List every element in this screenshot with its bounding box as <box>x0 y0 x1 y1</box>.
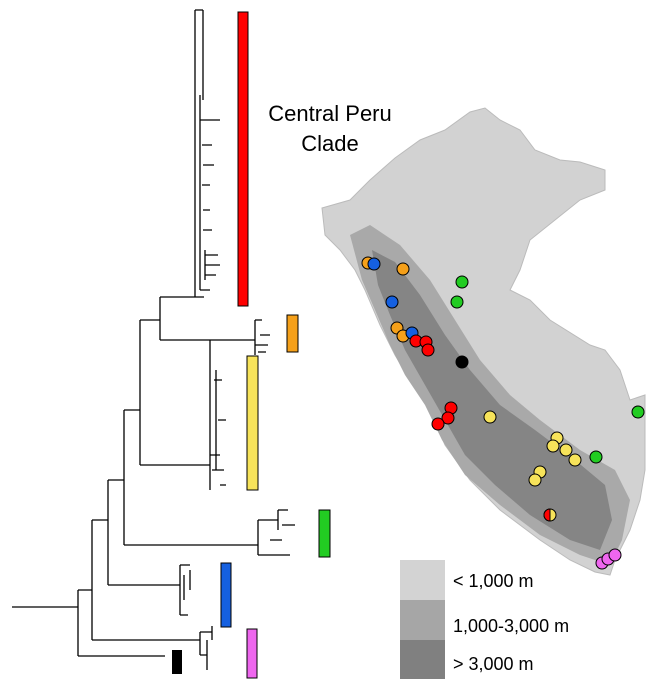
sample-point <box>609 549 621 561</box>
sample-point <box>590 451 602 463</box>
clade-bar <box>247 629 257 678</box>
sample-point <box>397 263 409 275</box>
sample-point <box>432 418 444 430</box>
sample-point <box>456 356 468 368</box>
legend-label: < 1,000 m <box>453 571 534 591</box>
sample-point <box>484 411 496 423</box>
sample-point <box>569 454 581 466</box>
sample-point <box>422 344 434 356</box>
legend-swatch <box>400 640 445 679</box>
page: Central Peru Clade < 1,000 m 1,000-3,000… <box>0 0 647 679</box>
sample-point <box>560 444 572 456</box>
sample-point <box>368 258 380 270</box>
legend-swatch <box>400 560 445 600</box>
clade-bar <box>287 315 298 352</box>
clade-bar <box>238 12 248 306</box>
clade-bar <box>319 510 330 557</box>
sample-point <box>632 406 644 418</box>
sample-point <box>547 440 559 452</box>
clade-label: Clade <box>301 131 358 156</box>
clade-label: Central Peru <box>268 101 392 126</box>
legend-label: > 3,000 m <box>453 654 534 674</box>
tree <box>12 10 295 670</box>
sample-point <box>451 296 463 308</box>
clade-bar <box>221 563 231 627</box>
legend-swatch <box>400 600 445 640</box>
legend-label: 1,000-3,000 m <box>453 616 569 636</box>
clade-bar <box>247 356 258 490</box>
figure: Central Peru Clade < 1,000 m 1,000-3,000… <box>0 0 647 679</box>
clade-bar <box>172 650 182 674</box>
sample-point <box>456 276 468 288</box>
sample-point <box>529 474 541 486</box>
sample-point <box>386 296 398 308</box>
